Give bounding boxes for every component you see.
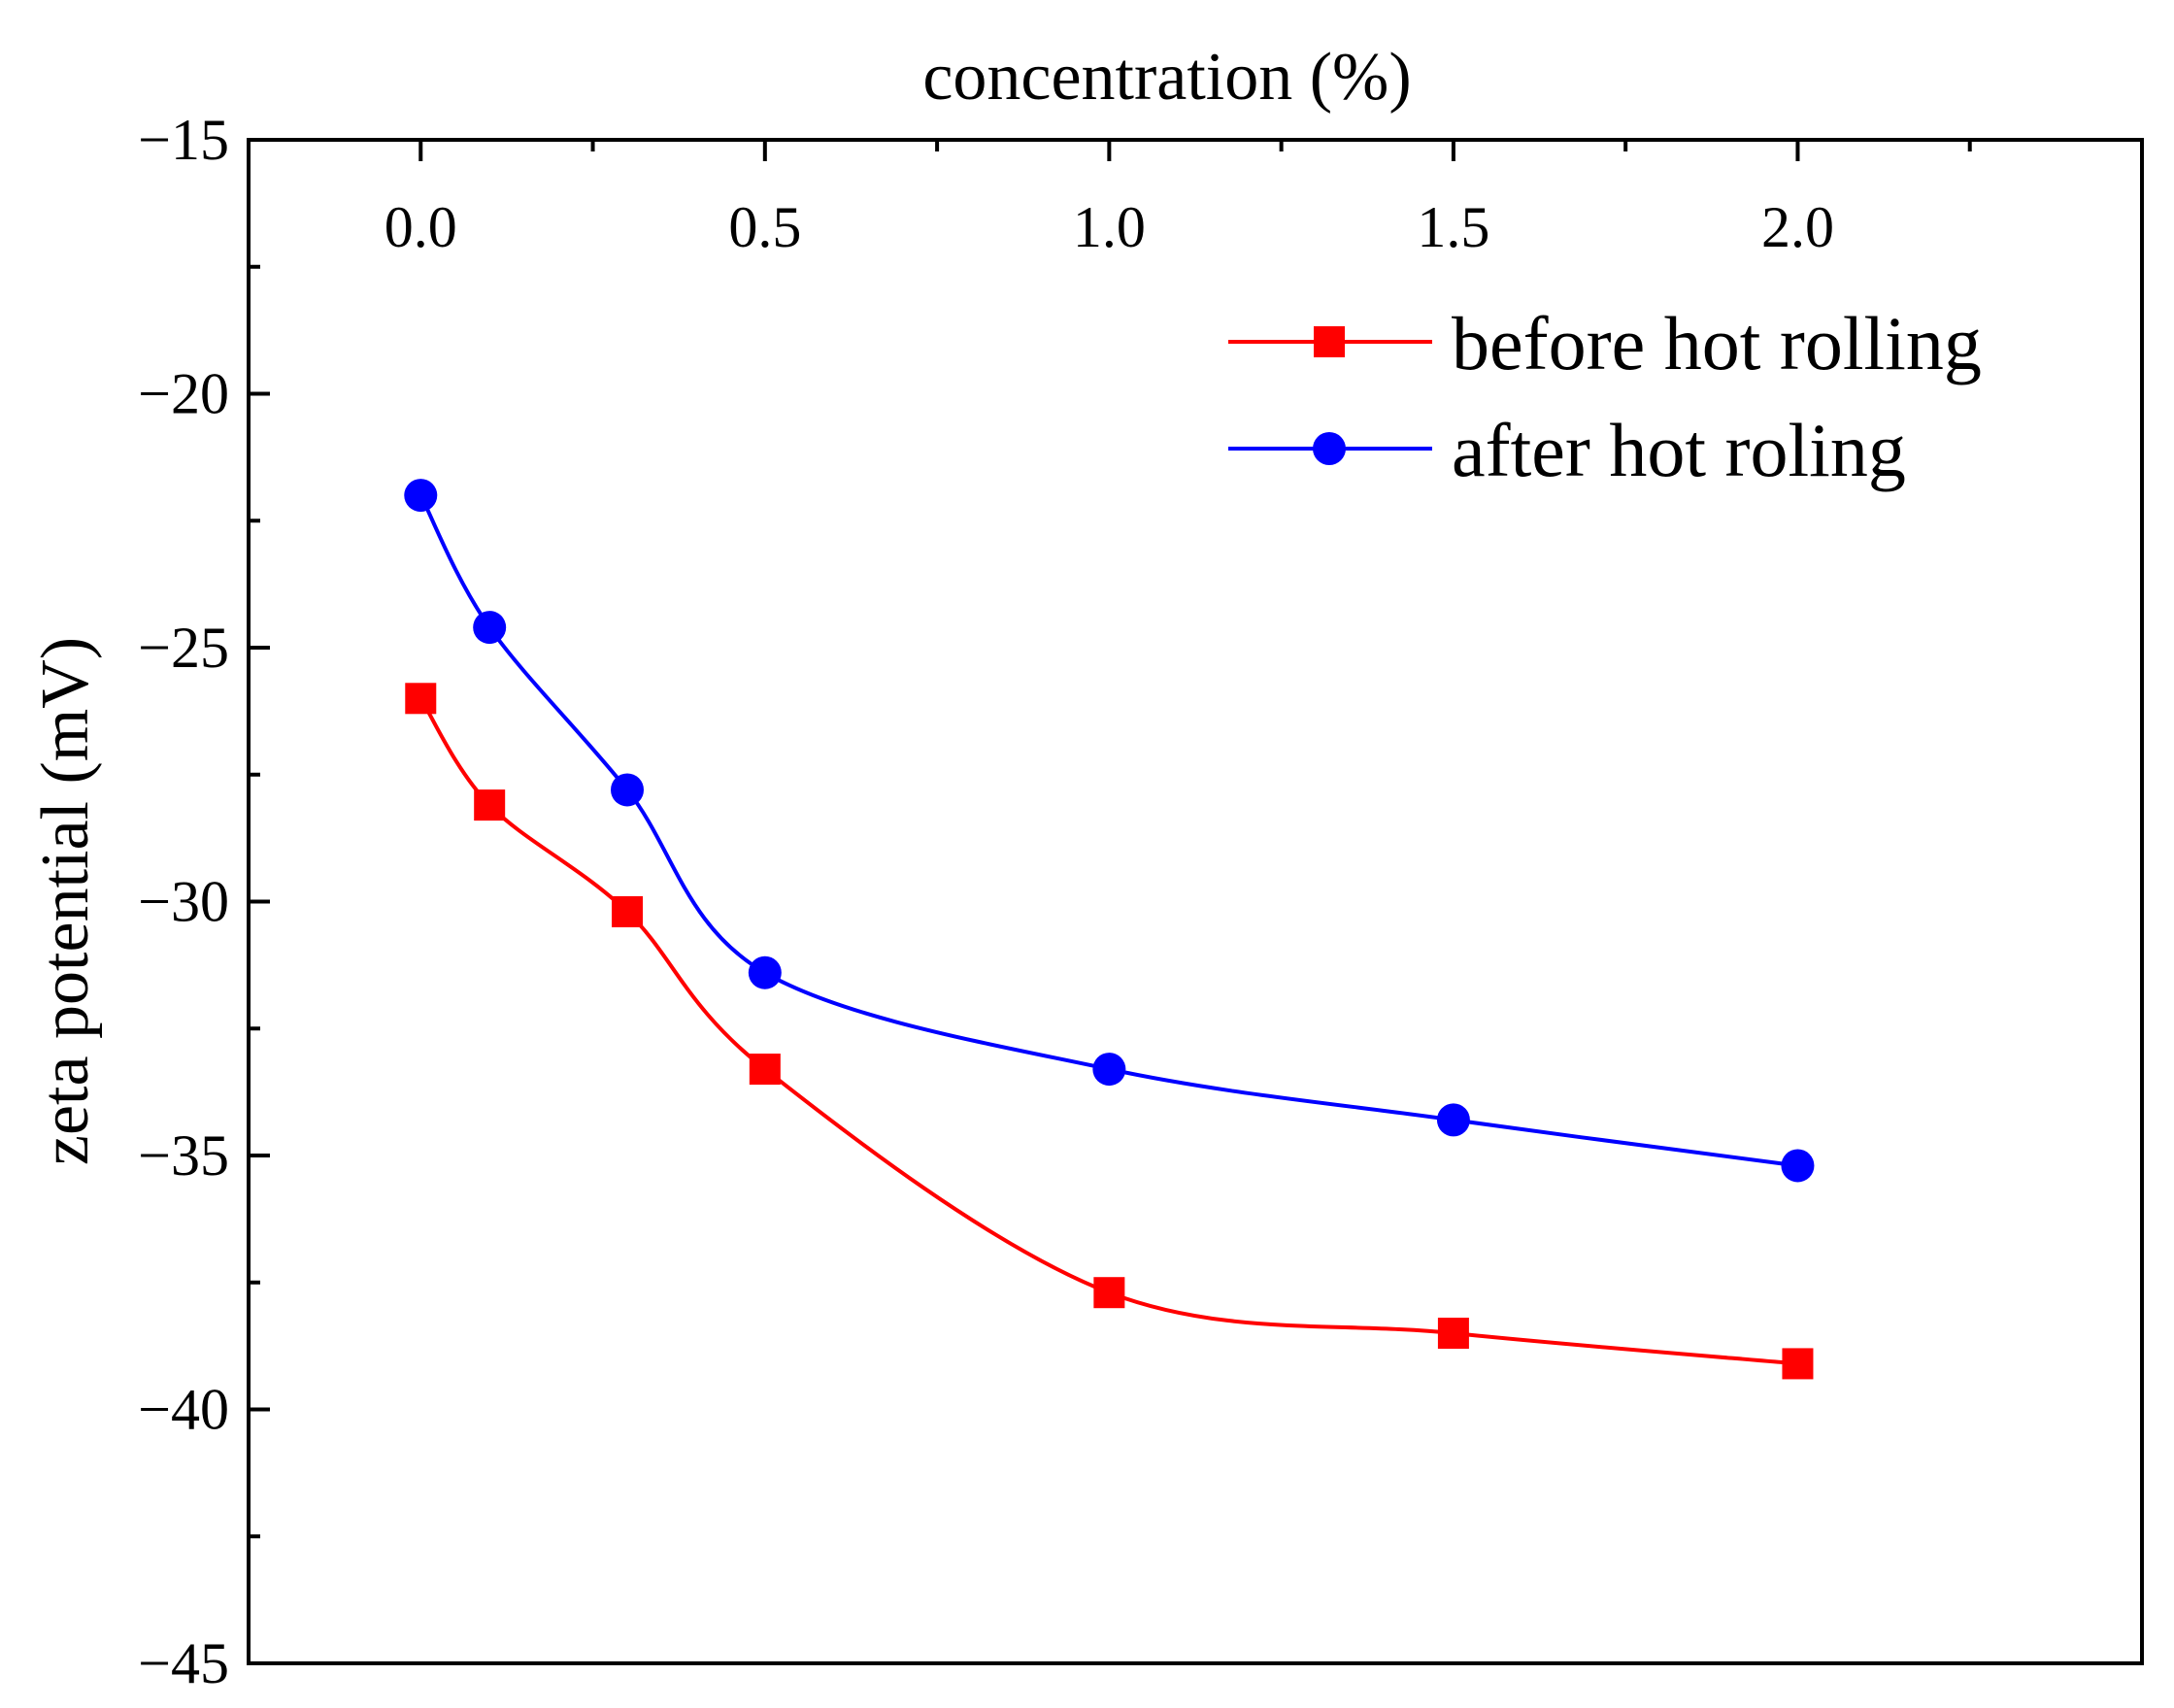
y-tick-label: −15 — [138, 108, 229, 172]
series-line-after-hot-roling — [418, 494, 1798, 1168]
x-axis-title: concentration (%) — [922, 40, 1411, 115]
x-tick-label: 2.0 — [1761, 195, 1834, 259]
data-point-after-hot-roling — [473, 611, 507, 645]
x-tick-label: 0.0 — [385, 195, 457, 259]
series-line-before-hot-rolling — [418, 697, 1798, 1366]
x-tick-label: 1.5 — [1417, 195, 1489, 259]
data-point-after-hot-roling — [1781, 1149, 1815, 1183]
y-tick-label: −20 — [138, 362, 229, 426]
series-layer — [404, 479, 1815, 1380]
y-tick-label: −45 — [138, 1631, 229, 1695]
data-point-after-hot-roling — [1092, 1053, 1126, 1087]
y-tick-label: −25 — [138, 616, 229, 680]
data-point-before-hot-rolling — [1437, 1318, 1469, 1350]
x-tick-label: 1.0 — [1073, 195, 1146, 259]
data-point-before-hot-rolling — [749, 1054, 781, 1086]
x-tick-label: 0.5 — [728, 195, 801, 259]
data-point-after-hot-roling — [611, 773, 644, 807]
legend-marker-circle — [1313, 432, 1346, 465]
data-point-before-hot-rolling — [612, 895, 643, 927]
legend: before hot rolling after hot roling — [1228, 301, 1982, 492]
data-point-before-hot-rolling — [474, 789, 506, 821]
data-point-before-hot-rolling — [405, 683, 437, 715]
ticks-layer: 0.0 0.5 1.0 1.5 2.0 −15 −20 −25 −30 −35 −40 −45 — [138, 108, 1972, 1695]
y-tick-label: −40 — [138, 1378, 229, 1442]
legend-label-before-hot-rolling: before hot rolling — [1452, 301, 1982, 385]
data-point-before-hot-rolling — [1782, 1348, 1814, 1380]
data-point-after-hot-roling — [404, 479, 438, 513]
legend-label-after-hot-roling: after hot roling — [1452, 408, 1906, 492]
y-tick-label: −30 — [138, 870, 229, 934]
data-point-before-hot-rolling — [1093, 1277, 1125, 1309]
data-point-after-hot-roling — [1436, 1103, 1470, 1137]
y-axis-title: zeta potential (mV) — [28, 637, 103, 1165]
legend-marker-square — [1314, 326, 1345, 357]
y-tick-label: −35 — [138, 1123, 229, 1188]
data-point-after-hot-roling — [748, 955, 782, 989]
